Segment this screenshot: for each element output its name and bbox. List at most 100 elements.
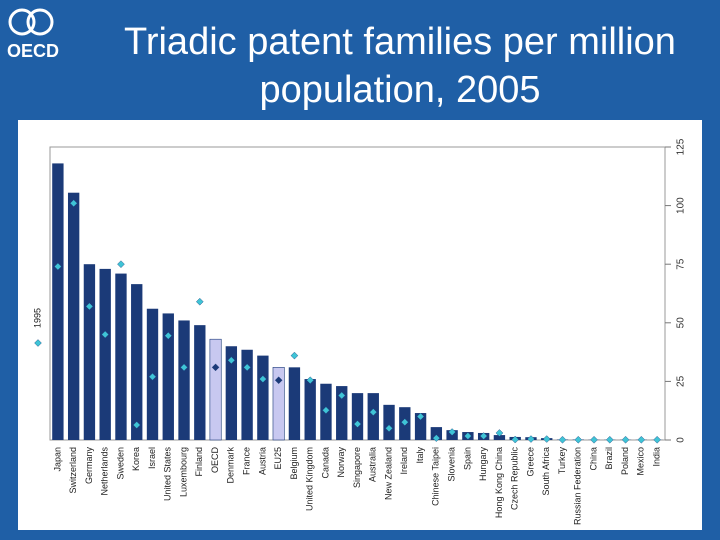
marker-1995 (54, 262, 62, 271)
x-tick-label: Luxembourg (178, 447, 188, 497)
x-tick-label: Israel (147, 447, 157, 469)
y-tick-label: 100 (676, 197, 687, 214)
y-tick-label: 25 (676, 375, 687, 387)
bar (131, 284, 143, 440)
x-tick-label: Ireland (399, 447, 409, 475)
marker-1995 (259, 375, 267, 383)
marker-1995 (337, 391, 346, 400)
marker-1995 (274, 376, 283, 385)
bar (383, 404, 395, 440)
marker-1995 (353, 420, 362, 428)
x-tick-label: Korea (131, 447, 141, 471)
marker-1995 (621, 435, 630, 444)
x-tick-label: OECD (210, 447, 220, 474)
marker-1995 (401, 418, 409, 426)
bar (257, 355, 269, 440)
x-tick-label: Denmark (226, 447, 236, 484)
marker-1995 (511, 435, 519, 444)
x-tick-label: Greece (525, 447, 535, 477)
x-tick-label: Netherlands (100, 447, 110, 496)
bar (209, 338, 222, 441)
logo-ring (8, 8, 36, 36)
marker-1995 (606, 435, 614, 444)
marker-1995 (542, 435, 551, 443)
bar (351, 393, 364, 440)
marker-1995 (196, 297, 204, 306)
chart-title: Triadic patent families per million popu… (124, 21, 676, 111)
marker-1995 (590, 435, 598, 444)
x-tick-label: Austria (257, 447, 267, 475)
x-tick-label: Japan (52, 447, 62, 472)
bar (241, 349, 253, 440)
bar (304, 379, 316, 440)
x-tick-label: South Africa (541, 447, 551, 496)
marker-1995 (527, 435, 535, 443)
y-tick-label: 50 (676, 317, 687, 329)
bar (493, 435, 506, 440)
x-tick-label: Finland (194, 447, 204, 477)
x-tick-label: Sweden (115, 447, 125, 480)
marker-1995 (574, 435, 583, 444)
logo-text: OECD (7, 41, 59, 61)
legend-marker (34, 339, 42, 347)
bar (52, 163, 64, 440)
marker-1995 (290, 351, 299, 360)
x-tick-label: Singapore (352, 447, 362, 488)
marker-1995 (101, 330, 109, 339)
bar (83, 264, 96, 440)
marker-1995 (132, 421, 141, 429)
x-tick-label: Russian Federation (573, 447, 583, 525)
bar (115, 273, 127, 440)
x-tick-label: New Zealand (383, 447, 393, 500)
x-tick-label: EU25 (273, 447, 283, 470)
marker-1995 (306, 376, 314, 385)
bar (272, 367, 285, 441)
x-tick-label: Chinese Taipei (431, 447, 441, 506)
marker-1995 (227, 356, 236, 365)
bar (288, 367, 301, 440)
x-tick-label: Czech Republic (510, 447, 520, 511)
marker-1995 (432, 434, 441, 442)
marker-1995 (322, 406, 330, 415)
logo: OECD (7, 8, 59, 61)
x-tick-label: India (651, 447, 661, 467)
x-tick-label: Belgium (289, 447, 299, 480)
bar (99, 268, 111, 440)
y-tick-label: 125 (676, 138, 687, 155)
x-tick-label: Mexico (636, 447, 646, 476)
x-tick-label: Germany (84, 447, 94, 485)
marker-1995 (385, 424, 393, 433)
marker-1995 (85, 302, 94, 311)
x-tick-label: United States (163, 447, 173, 502)
marker-1995 (164, 331, 173, 340)
marker-1995 (448, 428, 456, 436)
x-tick-label: United Kingdom (305, 447, 315, 511)
x-tick-label: Norway (336, 447, 346, 478)
x-tick-label: Slovenia (446, 447, 456, 482)
x-tick-label: Hungary (478, 447, 488, 482)
bar (67, 192, 80, 440)
bar (194, 325, 206, 440)
marker-1995 (416, 412, 425, 421)
marker-1995 (464, 432, 472, 440)
bar (162, 313, 174, 440)
x-tick-label: Spain (462, 447, 472, 470)
bar (367, 393, 379, 440)
marker-1995 (558, 435, 567, 444)
logo-ring (26, 8, 54, 36)
marker-1995 (117, 260, 125, 268)
x-tick-label: Canada (320, 447, 330, 479)
marker-1995 (211, 363, 220, 372)
marker-1995 (637, 435, 646, 444)
marker-1995 (653, 435, 661, 444)
legend-label: 1995 (32, 308, 42, 328)
marker-1995 (243, 363, 251, 372)
bar (336, 386, 348, 440)
marker-1995 (369, 408, 378, 416)
x-tick-label: Italy (415, 447, 425, 464)
x-tick-label: Turkey (557, 447, 567, 475)
marker-1995 (69, 199, 78, 208)
x-tick-label: France (241, 447, 251, 475)
